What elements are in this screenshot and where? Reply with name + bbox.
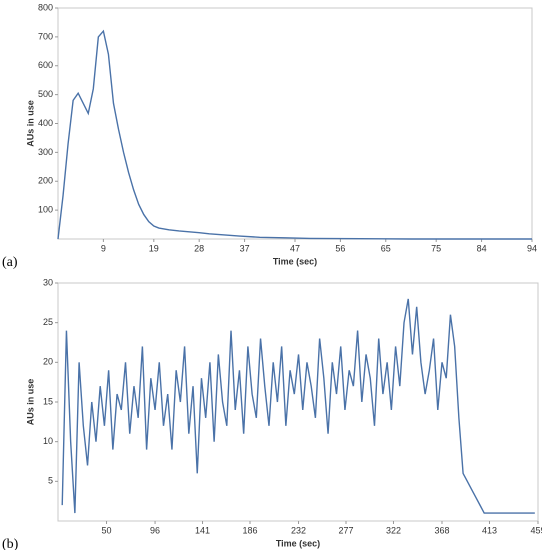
x-tick-label: 50 xyxy=(102,525,112,535)
x-tick-label: 322 xyxy=(386,525,401,535)
x-axis-label: Time (sec) xyxy=(276,538,320,548)
y-tick-label: 400 xyxy=(38,118,53,128)
x-tick-label: 75 xyxy=(431,243,441,253)
y-tick-label: 200 xyxy=(38,176,53,186)
panel-label: (b) xyxy=(2,537,19,550)
y-axis-label: AUs in use xyxy=(25,379,35,426)
y-tick-label: 500 xyxy=(38,89,53,99)
x-tick-label: 277 xyxy=(338,525,353,535)
x-tick-label: 368 xyxy=(434,525,449,535)
data-line xyxy=(61,298,535,514)
y-tick-label: 20 xyxy=(43,357,53,367)
y-tick-label: 300 xyxy=(38,147,53,157)
x-tick-label: 459 xyxy=(530,525,542,535)
x-tick-label: 84 xyxy=(477,243,487,253)
x-tick-label: 94 xyxy=(527,243,537,253)
panel-label: (a) xyxy=(2,255,18,270)
x-tick-label: 9 xyxy=(101,243,106,253)
y-axis-label: AUs in use xyxy=(25,100,35,147)
x-tick-label: 37 xyxy=(240,243,250,253)
x-tick-label: 28 xyxy=(194,243,204,253)
data-line xyxy=(57,29,532,240)
y-tick-label: 15 xyxy=(43,396,53,406)
y-tick-label: 30 xyxy=(43,277,53,287)
plot-frame xyxy=(57,282,539,522)
y-tick-label: 700 xyxy=(38,31,53,41)
x-tick-label: 413 xyxy=(482,525,497,535)
y-tick-label: 10 xyxy=(43,436,53,446)
y-tick-label: 25 xyxy=(43,317,53,327)
x-tick-label: 232 xyxy=(291,525,306,535)
x-tick-label: 56 xyxy=(335,243,345,253)
y-tick-label: 5 xyxy=(48,476,53,486)
y-tick-label: 600 xyxy=(38,60,53,70)
y-tick-label: 800 xyxy=(38,2,53,12)
x-tick-label: 19 xyxy=(149,243,159,253)
plot-frame xyxy=(57,7,533,240)
x-tick-label: 96 xyxy=(150,525,160,535)
x-axis-label: Time (sec) xyxy=(273,256,317,266)
x-tick-label: 47 xyxy=(290,243,300,253)
x-tick-label: 186 xyxy=(242,525,257,535)
x-tick-label: 65 xyxy=(381,243,391,253)
x-tick-label: 141 xyxy=(195,525,210,535)
y-tick-label: 100 xyxy=(38,205,53,215)
